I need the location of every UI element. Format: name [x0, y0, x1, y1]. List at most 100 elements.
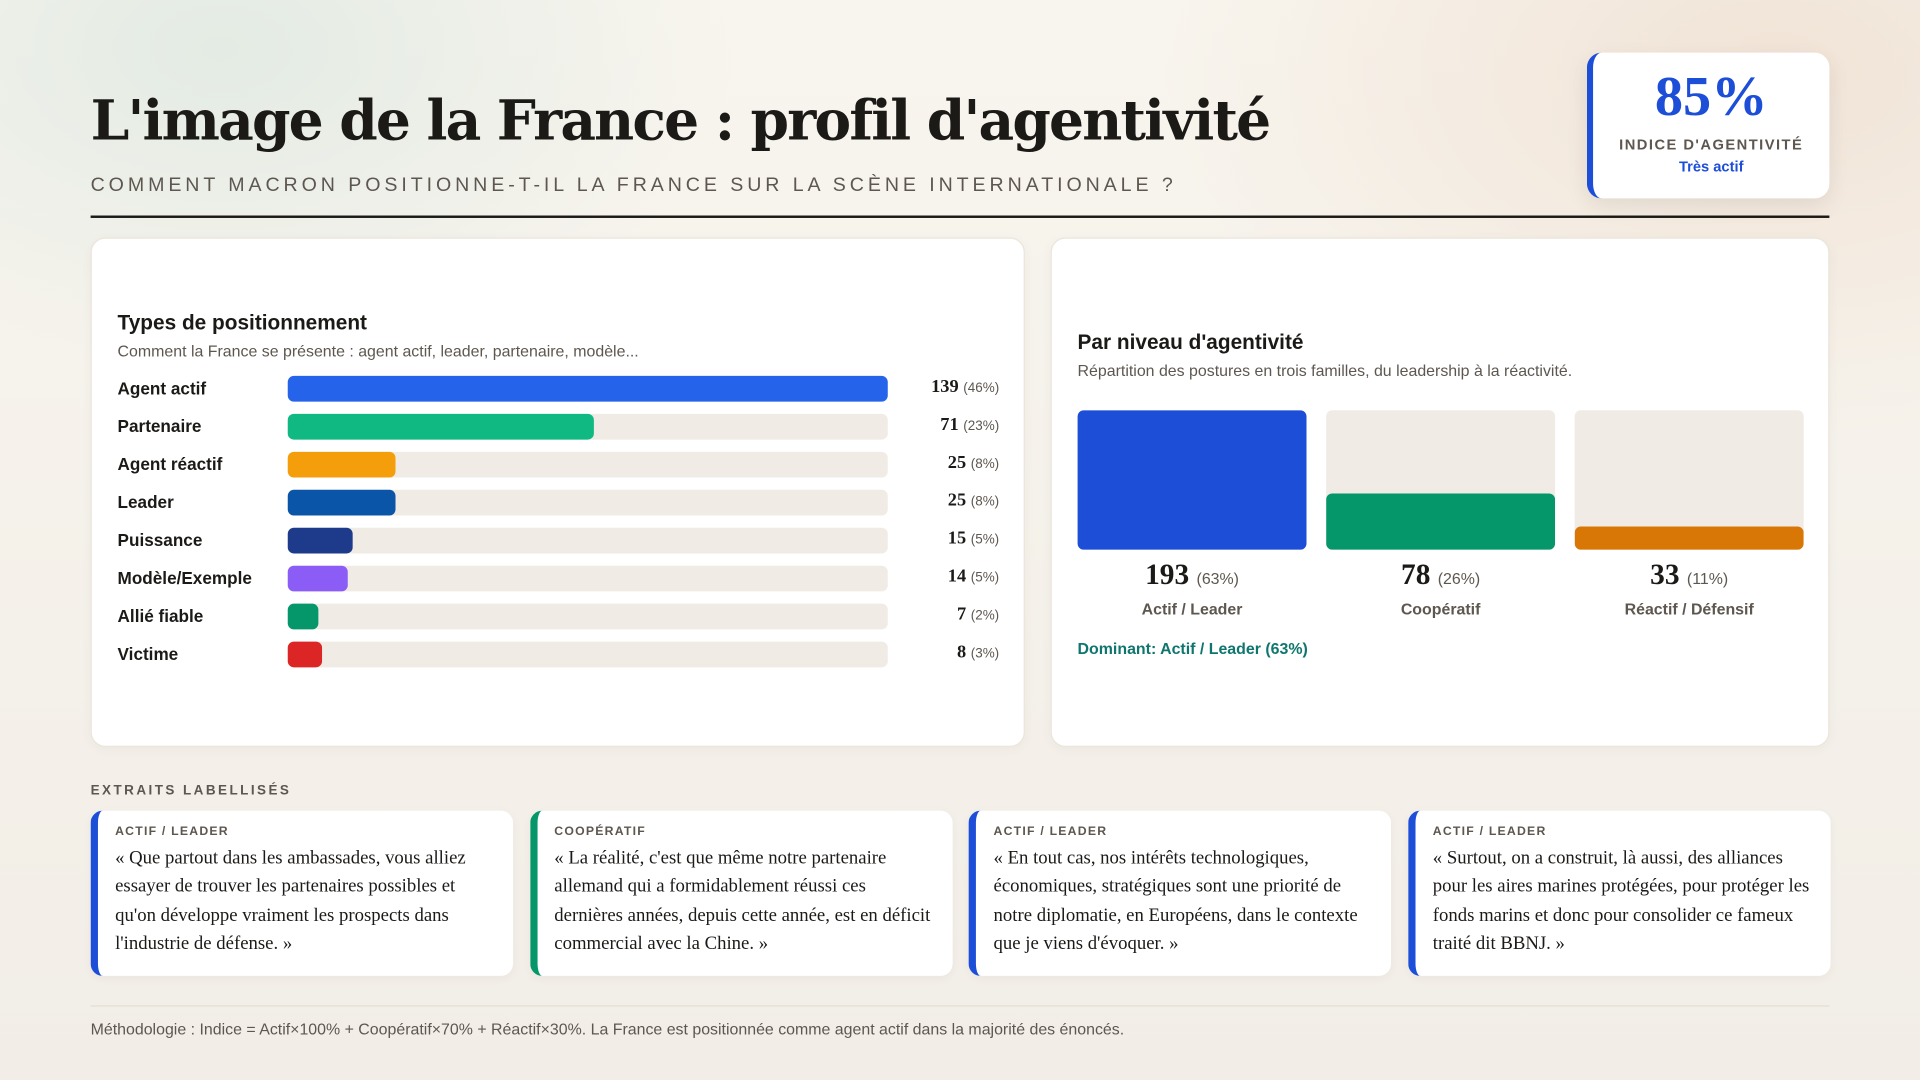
value-number: 193 [1145, 559, 1190, 592]
value-percent: (26%) [1437, 569, 1481, 588]
value-percent: (3%) [970, 646, 1000, 662]
dominant-annotation: Dominant: Actif / Leader (63%) [1077, 639, 1308, 658]
bar-row: Leader 25 (8%) [117, 489, 1000, 517]
level-value: 193 (63%) [1078, 560, 1307, 593]
level-bar-track [1077, 410, 1307, 550]
value-number: 8 [956, 642, 967, 663]
value-number: 33 [1650, 559, 1680, 592]
level-label: Actif / Leader [1141, 600, 1243, 619]
page-title: L'image de la France : profil d'agentivi… [90, 88, 1272, 154]
value-percent: (23%) [963, 418, 1000, 434]
bar-track [287, 641, 888, 668]
bar-label: Partenaire [117, 416, 202, 436]
bar [287, 375, 888, 402]
excerpt-text: « La réalité, c'est que même notre parte… [554, 847, 931, 954]
bar-label: Modèle/Exemple [117, 568, 252, 588]
level-value: 33 (11%) [1575, 560, 1804, 593]
value-number: 25 [947, 453, 967, 473]
value-percent: (2%) [970, 608, 1000, 624]
footer-divider [90, 1005, 1830, 1007]
bar-value: 139 (46%) [931, 377, 999, 398]
value-number: 15 [947, 528, 967, 549]
bar-label: Allié fiable [117, 606, 204, 626]
bar-track [287, 489, 888, 516]
excerpt-text: « Que partout dans les ambassades, vous … [115, 847, 466, 954]
bar-value: 15 (5%) [948, 529, 999, 550]
bar-value: 7 (2%) [957, 605, 999, 626]
value-percent: (8%) [970, 494, 1000, 510]
bar-value: 25 (8%) [948, 491, 999, 512]
chart-title: Types de positionnement [117, 311, 368, 335]
chart-subtitle: Répartition des postures en trois famill… [1077, 361, 1573, 380]
bar [287, 413, 595, 440]
excerpt-tag: ACTIF / LEADER [115, 825, 229, 839]
header-divider [90, 215, 1830, 218]
agentivity-level-card: Par niveau d'agentivité Répartition des … [1050, 237, 1830, 747]
methodology-note: Méthodologie : Indice = Actif×100% + Coo… [90, 1020, 1125, 1039]
level-bar-track [1326, 410, 1556, 550]
bar-label: Agent réactif [117, 454, 223, 474]
bar-track [287, 451, 888, 478]
bar-row: Allié fiable 7 (2%) [117, 603, 1000, 631]
value-number: 7 [956, 604, 967, 625]
bar-value: 14 (5%) [948, 567, 999, 588]
value-number: 139 [931, 377, 959, 397]
bar-row: Victime 8 (3%) [117, 641, 1000, 669]
value-number: 25 [947, 491, 967, 511]
level-label: Réactif / Défensif [1624, 600, 1754, 619]
bar-label: Leader [117, 492, 174, 512]
kpi-value: 85% [1654, 64, 1768, 128]
value-percent: (5%) [970, 570, 1000, 586]
excerpt-tag: ACTIF / LEADER [993, 825, 1108, 839]
level-bar [1326, 493, 1556, 550]
kpi-status: Très actif [1678, 157, 1744, 176]
level-value: 78 (26%) [1326, 560, 1555, 593]
value-number: 78 [1401, 559, 1431, 592]
bar-label: Puissance [117, 530, 203, 550]
bar [287, 451, 396, 478]
bar [287, 603, 318, 630]
bar-track [287, 413, 888, 440]
bar-track [287, 375, 888, 402]
level-bar-track [1574, 410, 1804, 550]
excerpt-tag: ACTIF / LEADER [1432, 825, 1547, 839]
excerpt-card: ACTIF / LEADER « Surtout, on a construit,… [1408, 810, 1831, 976]
level-column: 33 (11%) Réactif / Défensif [1574, 410, 1804, 619]
level-column: 193 (63%) Actif / Leader [1077, 410, 1307, 619]
chart-subtitle: Comment la France se présente : agent ac… [117, 341, 639, 361]
value-percent: (11%) [1686, 569, 1729, 588]
bar-row: Partenaire 71 (23%) [117, 413, 1000, 441]
positioning-types-card: Types de positionnement Comment la Franc… [90, 237, 1025, 747]
bar-value: 25 (8%) [948, 453, 999, 474]
value-number: 71 [940, 415, 959, 435]
level-column: 78 (26%) Coopératif [1326, 410, 1556, 619]
bar-track [287, 565, 888, 592]
bar-track [287, 527, 888, 554]
page-subtitle: COMMENT MACRON POSITIONNE-T-IL LA FRANCE… [90, 175, 1177, 196]
level-bar [1077, 410, 1307, 550]
level-label: Coopératif [1400, 600, 1481, 619]
bar-value: 8 (3%) [957, 643, 999, 664]
agentivity-index-card: 85% INDICE D'AGENTIVITÉ Très actif [1586, 52, 1830, 199]
excerpt-text: « Surtout, on a construit, là aussi, des… [1432, 847, 1810, 954]
excerpt-text: « En tout cas, nos intérêts technologiqu… [993, 847, 1358, 954]
bar-row: Agent réactif 25 (8%) [117, 451, 1000, 479]
value-percent: (63%) [1196, 569, 1239, 588]
excerpt-card: COOPÉRATIF « La réalité, c'est que même n… [529, 810, 953, 976]
value-percent: (46%) [963, 380, 1000, 396]
excerpt-card: ACTIF / LEADER « En tout cas, nos intérêt… [969, 810, 1392, 976]
chart-title: Par niveau d'agentivité [1077, 330, 1304, 354]
value-percent: (8%) [970, 456, 1000, 472]
bar-track [287, 603, 888, 630]
bar [287, 565, 349, 592]
excerpts-heading: EXTRAITS LABELLISÉS [90, 783, 292, 799]
bar-label: Agent actif [117, 378, 207, 398]
bar-row: Agent actif 139 (46%) [117, 375, 1000, 403]
kpi-label: INDICE D'AGENTIVITÉ [1619, 135, 1804, 154]
bar-label: Victime [117, 644, 179, 664]
bar [287, 527, 353, 554]
level-bar [1574, 525, 1804, 550]
bar-value: 71 (23%) [940, 415, 999, 436]
bar-row: Modèle/Exemple 14 (5%) [117, 565, 1000, 593]
